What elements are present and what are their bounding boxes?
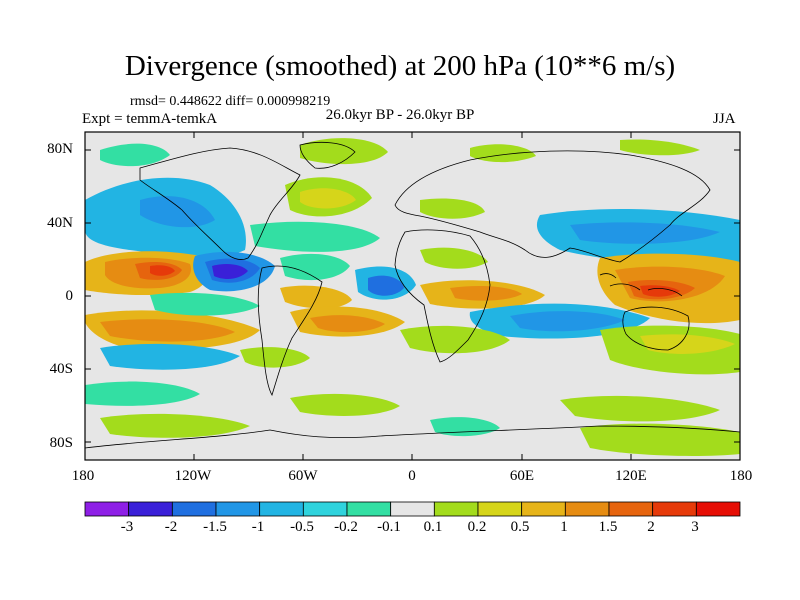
field-positive-patch bbox=[300, 188, 356, 209]
colorbar-label: -0.2 bbox=[334, 519, 358, 535]
field-negative-core bbox=[368, 275, 404, 296]
field-negative-band bbox=[280, 253, 350, 281]
field-negative-band bbox=[250, 221, 380, 252]
colorbar-label: 0.1 bbox=[423, 519, 443, 535]
colorbar-box bbox=[390, 501, 435, 517]
field-positive-patch bbox=[470, 144, 536, 163]
y-tick-40s: 40S bbox=[49, 361, 73, 377]
field-positive-patch bbox=[420, 198, 485, 219]
colorbar-box bbox=[84, 501, 130, 517]
colorbar-label: -1 bbox=[251, 519, 265, 535]
field-negative-core bbox=[212, 263, 248, 279]
field-positive-band bbox=[450, 286, 522, 301]
field-positive-band bbox=[640, 334, 735, 354]
colorbar-box bbox=[171, 501, 217, 517]
coastline-greenland bbox=[299, 141, 356, 169]
colorbar-label: -0.5 bbox=[290, 519, 314, 535]
field-positive-band bbox=[560, 395, 720, 422]
colorbar-label: 0.5 bbox=[510, 519, 530, 535]
field-positive-band bbox=[310, 315, 385, 333]
stats-text: rmsd= 0.448622 diff= 0.000998219 bbox=[130, 94, 331, 109]
coastline-north-america bbox=[139, 147, 301, 260]
colorbar-box bbox=[477, 501, 523, 517]
field-negative-band bbox=[100, 343, 240, 370]
colorbar-label: 1 bbox=[560, 519, 568, 535]
x-tick-0: 0 bbox=[408, 468, 416, 484]
colorbar-box bbox=[215, 501, 261, 517]
axis-ticks bbox=[84, 132, 741, 460]
x-tick-120w: 120W bbox=[174, 468, 212, 484]
field-positive-band bbox=[400, 325, 510, 354]
coastline-south-america bbox=[257, 265, 323, 396]
x-tick-180e: 180 bbox=[729, 468, 753, 484]
field-positive-core bbox=[640, 285, 680, 297]
colorbar-box bbox=[521, 501, 566, 517]
y-tick-80n: 80N bbox=[47, 141, 73, 157]
colorbar-label: 0.2 bbox=[467, 519, 487, 535]
colorbar-label: 1.5 bbox=[598, 519, 618, 535]
field-negative-band bbox=[85, 381, 200, 406]
colorbar-label: -3 bbox=[120, 519, 134, 535]
field-positive-patch bbox=[240, 347, 310, 368]
coastline-antarctica bbox=[85, 425, 740, 449]
colorbar-box bbox=[128, 501, 173, 517]
colorbar-box bbox=[259, 501, 304, 517]
colorbar-label: -1.5 bbox=[203, 519, 227, 535]
coastline-maritime bbox=[599, 273, 683, 297]
field-positive-band bbox=[580, 423, 740, 456]
y-tick-0: 0 bbox=[65, 288, 74, 304]
field-negative-band bbox=[570, 222, 720, 244]
colorbar-label: 3 bbox=[691, 519, 699, 535]
field-positive-patch bbox=[620, 139, 700, 156]
x-tick-60w: 60W bbox=[288, 468, 318, 484]
field-positive-band bbox=[100, 319, 235, 342]
x-tick-180w: 180 bbox=[71, 468, 95, 484]
colorbar-box bbox=[433, 501, 479, 517]
coastlines bbox=[85, 141, 740, 449]
coastline-africa bbox=[394, 229, 491, 363]
colorbar-label: -0.1 bbox=[377, 519, 401, 535]
page-title: Divergence (smoothed) at 200 hPa (10**6 … bbox=[124, 50, 676, 82]
x-tick-120e: 120E bbox=[615, 468, 647, 484]
period-label: 26.0kyr BP - 26.0kyr BP bbox=[325, 107, 475, 123]
field-negative-band bbox=[140, 196, 215, 228]
field-positive-core bbox=[150, 265, 175, 276]
y-tick-40n: 40N bbox=[47, 215, 73, 231]
y-tick-80s: 80S bbox=[49, 435, 73, 451]
field-negative-band bbox=[510, 311, 625, 332]
colorbar-box bbox=[346, 501, 392, 517]
field-negative-band bbox=[150, 292, 260, 316]
colorbar-label: -2 bbox=[164, 519, 178, 535]
field-negative-patch bbox=[100, 143, 170, 167]
coastline-eurasia bbox=[394, 150, 711, 263]
divergence-field bbox=[85, 138, 740, 456]
colorbar-box bbox=[695, 501, 741, 517]
x-tick-60e: 60E bbox=[509, 468, 535, 484]
colorbar-box bbox=[652, 501, 697, 517]
colorbar bbox=[84, 501, 741, 517]
colorbar-box bbox=[302, 501, 348, 517]
colorbar-box bbox=[564, 501, 610, 517]
field-positive-patch bbox=[420, 247, 488, 269]
experiment-label: Expt = temmA-temkA bbox=[82, 111, 218, 127]
colorbar-box bbox=[608, 501, 654, 517]
field-positive-band bbox=[290, 393, 400, 416]
field-positive-band bbox=[100, 413, 250, 438]
field-positive-band bbox=[280, 285, 352, 309]
field-positive-patch bbox=[300, 138, 388, 165]
colorbar-label: 2 bbox=[647, 519, 655, 535]
coastline-australia bbox=[622, 306, 690, 351]
season-label: JJA bbox=[713, 111, 736, 127]
